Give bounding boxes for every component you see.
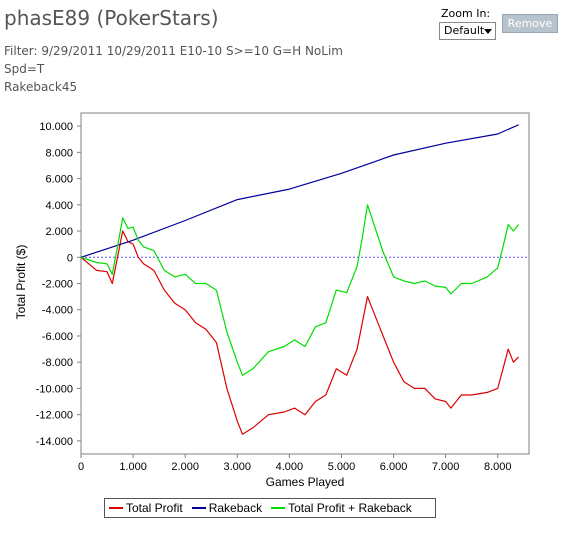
y-tick-label: -8.000 [42,357,73,369]
x-tick-label: 7.000 [432,461,460,473]
chart-legend: Total Profit Rakeback Total Profit + Rakeb… [104,498,436,518]
y-tick-label: 8.000 [45,147,73,159]
y-tick-label: -14.000 [36,436,73,448]
x-tick-label: 0 [78,461,84,473]
y-tick-label: -6.000 [42,331,73,343]
legend-label: Total Profit [126,501,183,515]
x-tick-label: 1.000 [119,461,147,473]
x-tick-label: 3.000 [224,461,252,473]
chart-axes: 10.000 8.000 6.000 4.000 2.000 0 -2.000 -4.000 -… [36,112,530,473]
y-tick-label: -2.000 [42,279,73,291]
y-tick-label: 2.000 [45,226,73,238]
x-tick-label: 2.000 [171,461,199,473]
y-tick-label: 4.000 [45,200,73,212]
y-tick-label: -4.000 [42,305,73,317]
legend-item-rakeback: Rakeback [191,501,263,515]
legend-item-total-profit-rakeback: Total Profit + Rakeback [271,501,412,515]
legend-label: Total Profit + Rakeback [288,501,412,515]
x-tick-label: 8.000 [484,461,512,473]
series-line-total-profit-rakeback [80,204,520,376]
x-tick-label: 6.000 [380,461,408,473]
filter-line: Filter: 9/29/2011 10/29/2011 E10-10 S>=1… [4,44,343,76]
y-axis-label: Total Profit ($) [14,245,28,320]
legend-swatch [191,507,206,509]
legend-swatch [109,507,123,509]
page-title: phasE89 (PokerStars) [4,6,219,30]
series-line-rakeback [80,124,519,258]
zoom-label: Zoom In: [441,7,491,20]
zoom-select[interactable]: Default [439,22,496,40]
chevron-down-icon [484,29,492,34]
legend-item-total-profit: Total Profit [109,501,183,515]
plot-area [80,112,530,455]
legend-label: Rakeback [208,501,263,515]
y-tick-label: 0 [67,252,73,264]
zoom-select-value: Default [444,24,485,37]
remove-button[interactable]: Remove [502,14,558,33]
chart-series [80,124,520,435]
y-tick-label: 10.000 [39,121,73,133]
x-tick-label: 5.000 [328,461,356,473]
x-tick-label: 4.000 [276,461,304,473]
x-axis-label: Games Played [266,475,345,489]
y-tick-label: -12.000 [36,410,73,422]
y-tick-label: -10.000 [36,383,73,395]
y-tick-label: 6.000 [45,174,73,186]
filter-line-rakeback: Rakeback45 [4,80,78,94]
series-line-total-profit [80,230,520,435]
filter-description: Filter: 9/29/2011 10/29/2011 E10-10 S>=1… [4,42,364,96]
legend-swatch [271,507,286,509]
